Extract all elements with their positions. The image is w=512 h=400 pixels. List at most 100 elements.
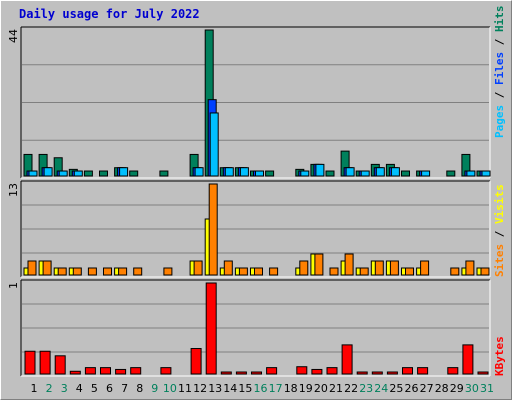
day-label-19: 19 (299, 382, 313, 395)
day-label-16: 16 (254, 382, 268, 395)
day-label-8: 8 (136, 382, 143, 395)
bar-pages-day-7 (119, 167, 129, 177)
day-label-20: 20 (314, 382, 328, 395)
day-label-23: 23 (359, 382, 373, 395)
bar-sites-day-1 (27, 260, 37, 276)
day-label-14: 14 (223, 382, 237, 395)
day-label-25: 25 (389, 382, 403, 395)
bar-pages-day-16 (255, 170, 264, 177)
day-label-18: 18 (284, 382, 298, 395)
bar-kbytes-day-8 (130, 367, 142, 375)
day-label-1: 1 (31, 382, 38, 395)
bar-kbytes-day-16 (251, 371, 262, 375)
bar-pages-day-3 (58, 170, 68, 177)
bar-hits-day-8 (129, 170, 139, 177)
day-label-12: 12 (193, 382, 207, 395)
day-label-17: 17 (269, 382, 283, 395)
day-label-24: 24 (374, 382, 388, 395)
bar-kbytes-day-27 (417, 367, 429, 375)
bar-pages-day-1 (28, 170, 38, 177)
bar-kbytes-day-31 (477, 371, 489, 375)
bar-kbytes-day-13 (205, 282, 217, 375)
bar-sites-day-29 (450, 267, 460, 276)
day-label-26: 26 (405, 382, 419, 395)
bar-kbytes-day-6 (100, 367, 111, 375)
day-label-21: 21 (329, 382, 343, 395)
bar-sites-day-21 (329, 267, 339, 276)
bar-sites-day-2 (42, 260, 52, 276)
bar-sites-day-27 (420, 260, 430, 276)
day-label-2: 2 (46, 382, 53, 395)
bar-sites-day-15 (238, 267, 248, 276)
day-label-28: 28 (435, 382, 449, 395)
bar-kbytes-day-12 (190, 348, 202, 375)
bar-pages-day-30 (466, 170, 476, 177)
day-label-27: 27 (420, 382, 434, 395)
bar-kbytes-day-29 (447, 367, 459, 375)
bar-kbytes-day-14 (220, 371, 232, 375)
bar-sites-day-22 (344, 253, 354, 276)
legend-kbytes: KBytes (493, 336, 506, 376)
bar-pages-day-31 (481, 170, 491, 177)
bar-sites-day-16 (254, 267, 263, 276)
bar-sites-day-13 (208, 183, 218, 276)
bar-kbytes-day-26 (402, 367, 413, 375)
day-label-6: 6 (106, 382, 113, 395)
legend-pages: Pages (493, 105, 506, 138)
legend: Sites / Visits (493, 184, 506, 277)
bar-pages-day-25 (390, 167, 400, 177)
bar-hits-day-26 (401, 170, 410, 177)
day-label-13: 13 (208, 382, 222, 395)
bar-kbytes-day-5 (84, 367, 96, 375)
bar-sites-day-30 (465, 260, 475, 276)
day-label-29: 29 (450, 382, 464, 395)
bar-hits-day-17 (265, 170, 275, 177)
day-label-30: 30 (465, 382, 479, 395)
bar-pages-day-27 (421, 170, 431, 177)
day-label-3: 3 (61, 382, 68, 395)
bar-pages-day-12 (194, 167, 204, 177)
bar-kbytes-day-19 (296, 366, 308, 375)
bar-kbytes-day-30 (462, 344, 474, 375)
bar-sites-day-19 (299, 260, 309, 276)
bar-pages-day-4 (73, 170, 83, 177)
legend: Pages / Files / Hits (493, 6, 506, 139)
day-label-10: 10 (163, 382, 177, 395)
legend-separator: / (493, 85, 506, 105)
legend-visits: Visits (493, 184, 506, 224)
bar-kbytes-day-3 (54, 355, 66, 375)
bar-kbytes-day-23 (356, 371, 368, 375)
bar-pages-day-14 (224, 167, 234, 177)
bar-kbytes-day-1 (24, 350, 36, 375)
legend-hits: Hits (493, 6, 506, 33)
legend: KBytes (493, 336, 506, 376)
bar-hits-day-29 (446, 170, 456, 177)
bar-sites-day-14 (223, 260, 233, 276)
bar-pages-day-20 (315, 163, 325, 177)
bar-sites-day-31 (480, 267, 490, 276)
day-label-15: 15 (238, 382, 252, 395)
day-label-9: 9 (151, 382, 158, 395)
bar-kbytes-day-2 (39, 350, 51, 375)
bar-hits-day-5 (83, 170, 93, 177)
bar-kbytes-day-25 (386, 371, 398, 375)
bar-sites-day-6 (103, 267, 112, 276)
legend-separator: / (493, 224, 506, 244)
legend-files: Files (493, 52, 506, 85)
day-label-5: 5 (91, 382, 98, 395)
y-max-tick-label: 44 (7, 29, 20, 43)
bar-kbytes-day-4 (69, 370, 81, 375)
bar-sites-day-26 (405, 267, 414, 276)
legend-sites: Sites (493, 244, 506, 277)
bar-kbytes-day-7 (115, 368, 127, 375)
day-label-22: 22 (344, 382, 358, 395)
day-label-31: 31 (480, 382, 494, 395)
bar-pages-day-22 (345, 167, 355, 177)
bar-pages-day-24 (375, 167, 385, 177)
bar-sites-day-7 (118, 267, 128, 276)
bar-kbytes-day-10 (160, 367, 172, 375)
bar-kbytes-day-20 (311, 368, 323, 375)
bar-sites-day-17 (269, 267, 279, 276)
